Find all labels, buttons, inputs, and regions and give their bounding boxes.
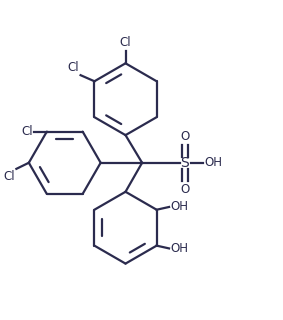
Text: Cl: Cl: [68, 61, 79, 74]
Text: OH: OH: [170, 243, 188, 255]
Text: Cl: Cl: [120, 36, 131, 50]
Text: OH: OH: [204, 156, 222, 169]
Text: O: O: [180, 130, 190, 143]
Text: OH: OH: [170, 200, 188, 213]
Text: S: S: [181, 156, 189, 170]
Text: O: O: [180, 183, 190, 196]
Text: Cl: Cl: [3, 170, 15, 183]
Text: Cl: Cl: [21, 125, 33, 138]
